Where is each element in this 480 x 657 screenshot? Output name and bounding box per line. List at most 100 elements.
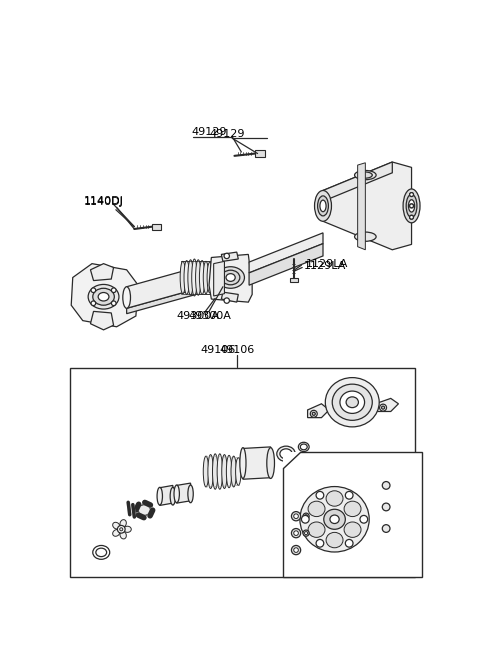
Ellipse shape	[332, 384, 372, 420]
Circle shape	[382, 482, 390, 489]
FancyBboxPatch shape	[71, 367, 415, 577]
Ellipse shape	[203, 261, 209, 294]
Polygon shape	[358, 163, 365, 250]
Circle shape	[409, 193, 413, 196]
Circle shape	[291, 545, 300, 555]
Ellipse shape	[98, 292, 109, 301]
Ellipse shape	[217, 454, 223, 489]
Circle shape	[382, 406, 384, 409]
Ellipse shape	[208, 455, 213, 489]
Ellipse shape	[123, 526, 131, 532]
Polygon shape	[152, 223, 161, 230]
Ellipse shape	[227, 455, 232, 487]
Ellipse shape	[221, 270, 240, 285]
Circle shape	[291, 528, 300, 538]
Ellipse shape	[213, 454, 218, 489]
Polygon shape	[177, 483, 191, 503]
Ellipse shape	[355, 232, 376, 241]
Polygon shape	[255, 150, 265, 156]
Ellipse shape	[408, 200, 415, 212]
Ellipse shape	[199, 261, 205, 294]
Polygon shape	[209, 254, 252, 302]
Text: 49106: 49106	[201, 345, 236, 355]
Ellipse shape	[403, 189, 420, 223]
Circle shape	[301, 516, 309, 523]
Ellipse shape	[113, 530, 120, 536]
Ellipse shape	[344, 501, 361, 516]
Ellipse shape	[170, 487, 176, 505]
Text: 1129LA: 1129LA	[306, 260, 348, 269]
Circle shape	[409, 204, 413, 208]
Circle shape	[303, 513, 309, 519]
Ellipse shape	[188, 260, 193, 295]
Ellipse shape	[192, 259, 197, 296]
Circle shape	[409, 204, 413, 208]
Circle shape	[304, 532, 308, 535]
Polygon shape	[180, 261, 215, 294]
Circle shape	[316, 491, 324, 499]
Circle shape	[294, 514, 299, 518]
Ellipse shape	[330, 515, 339, 524]
Circle shape	[224, 298, 229, 304]
Ellipse shape	[93, 288, 114, 306]
Ellipse shape	[277, 446, 295, 461]
Ellipse shape	[346, 397, 359, 407]
Ellipse shape	[324, 509, 345, 530]
Ellipse shape	[308, 522, 325, 537]
Circle shape	[303, 530, 309, 536]
Ellipse shape	[320, 200, 326, 212]
Circle shape	[91, 288, 96, 292]
Ellipse shape	[180, 261, 186, 294]
Text: 49129: 49129	[210, 129, 245, 139]
Ellipse shape	[325, 378, 379, 427]
Ellipse shape	[93, 545, 110, 559]
Ellipse shape	[406, 194, 417, 217]
FancyBboxPatch shape	[283, 452, 421, 577]
Circle shape	[120, 528, 123, 531]
Ellipse shape	[308, 501, 325, 516]
Text: 1140DJ: 1140DJ	[84, 197, 124, 207]
Ellipse shape	[217, 267, 244, 288]
Polygon shape	[243, 447, 271, 479]
Polygon shape	[375, 398, 398, 411]
Circle shape	[382, 525, 390, 532]
Polygon shape	[323, 162, 411, 250]
Ellipse shape	[138, 505, 151, 516]
Ellipse shape	[88, 284, 119, 309]
Ellipse shape	[195, 260, 201, 295]
Ellipse shape	[355, 170, 376, 180]
Text: 49300A: 49300A	[177, 311, 220, 321]
Ellipse shape	[174, 485, 180, 503]
Ellipse shape	[280, 449, 292, 459]
Ellipse shape	[226, 274, 235, 281]
Circle shape	[409, 193, 413, 196]
Ellipse shape	[300, 487, 369, 552]
Ellipse shape	[120, 520, 126, 527]
Ellipse shape	[157, 487, 162, 505]
Circle shape	[224, 253, 229, 259]
Ellipse shape	[207, 262, 213, 293]
Polygon shape	[127, 289, 196, 313]
Text: 49130A: 49130A	[305, 459, 348, 469]
Ellipse shape	[120, 532, 126, 539]
Polygon shape	[90, 263, 114, 281]
Ellipse shape	[299, 442, 309, 451]
Circle shape	[111, 301, 116, 306]
Circle shape	[382, 503, 390, 510]
Circle shape	[310, 411, 317, 417]
Circle shape	[312, 412, 315, 415]
Circle shape	[360, 516, 368, 523]
Polygon shape	[160, 486, 173, 505]
Polygon shape	[221, 292, 238, 302]
Polygon shape	[90, 311, 114, 330]
Text: 49300A: 49300A	[188, 311, 231, 321]
Circle shape	[304, 514, 308, 518]
Polygon shape	[127, 267, 196, 308]
Ellipse shape	[344, 522, 361, 537]
Circle shape	[111, 288, 116, 292]
Circle shape	[345, 539, 353, 547]
Polygon shape	[71, 263, 138, 327]
Polygon shape	[283, 452, 421, 577]
Text: 1129LA: 1129LA	[304, 261, 346, 271]
Polygon shape	[249, 233, 323, 273]
